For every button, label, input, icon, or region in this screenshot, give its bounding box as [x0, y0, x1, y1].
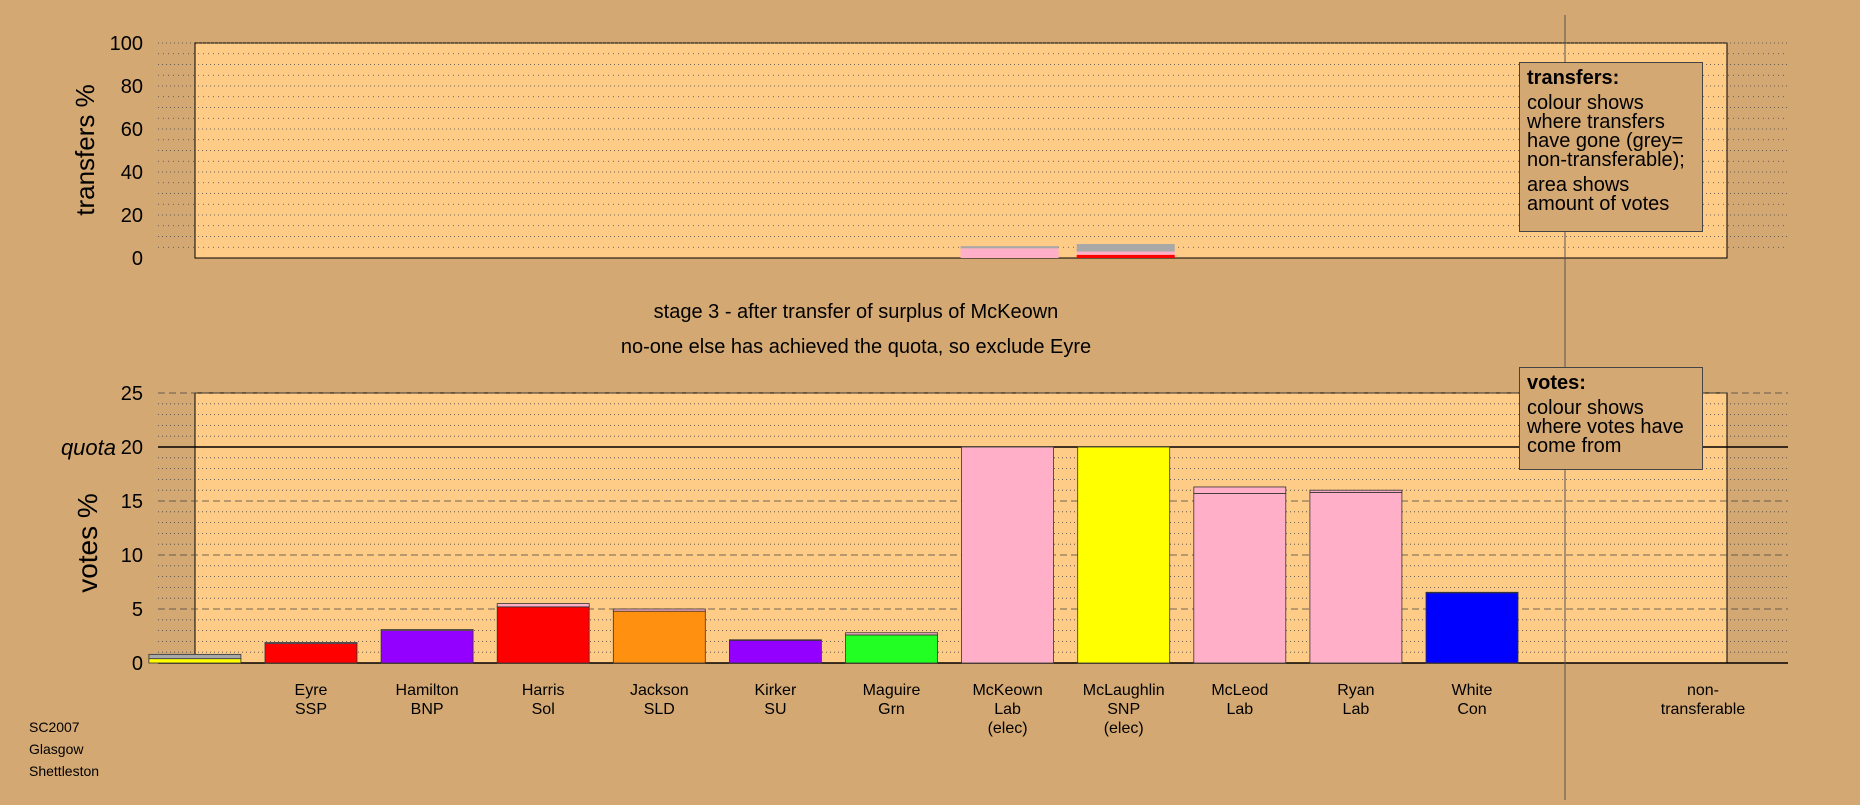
candidate-label-line: White [1452, 682, 1493, 699]
votes-y-tick-label: 15 [121, 491, 143, 513]
votes-y-tick-label: 0 [132, 653, 143, 675]
candidate-label-line: Con [1457, 701, 1486, 718]
vote-bar [380, 630, 474, 664]
transfers-plot-area [194, 42, 1728, 259]
vote-bar-transfer-segment [148, 653, 242, 660]
candidate-label-line: SLD [644, 701, 675, 718]
votes-y-tick-label: 10 [121, 545, 143, 567]
transfer-bar-segment [960, 246, 1059, 249]
caption-constituency: Shettleston [29, 763, 100, 779]
status-heading: no-one else has achieved the quota, so e… [621, 336, 1091, 358]
candidate-label-line: McKeown [972, 682, 1042, 699]
candidate-label-line: Maguire [863, 682, 921, 699]
vote-bar [148, 658, 242, 664]
transfer-bar-segment [1076, 254, 1175, 258]
candidate-label-line: Lab [994, 701, 1021, 718]
transfers-legend-line-2: area shows amount of votes [1527, 174, 1670, 215]
candidate-label-line: SNP [1107, 701, 1140, 718]
candidate-label-line: BNP [411, 701, 444, 718]
candidate-label-line: Ryan [1337, 682, 1374, 699]
transfers-legend-line-1: colour shows where transfers have gone (… [1527, 92, 1685, 171]
votes-y-tick-label: 20 [121, 437, 143, 459]
candidate-label-line: Eyre [295, 682, 328, 699]
vote-bar-transfer-segment [845, 632, 938, 636]
vote-bar [612, 610, 706, 664]
vote-bar-transfer-segment [1309, 489, 1403, 493]
transfer-bar-segment [960, 248, 1059, 258]
candidate-label-line: Hamilton [396, 682, 459, 699]
vote-bar [1425, 592, 1519, 664]
votes-y-tick-label: 25 [121, 383, 143, 405]
transfers-legend-title: transfers: [1527, 67, 1620, 89]
candidate-label-line: Lab [1226, 701, 1253, 718]
candidate-label-line: SSP [295, 701, 327, 718]
transfers-y-tick-label: 80 [121, 76, 143, 98]
transfers-y-tick-label: 0 [132, 248, 143, 270]
candidate-label-line: transferable [1661, 701, 1746, 718]
transfers-y-tick-label: 40 [121, 162, 143, 184]
transfers-y-tick-label: 60 [121, 119, 143, 141]
vote-bar [845, 634, 938, 664]
caption-election: SC2007 [29, 719, 80, 735]
vote-bar [1077, 446, 1171, 664]
vote-bar-transfer-segment [496, 603, 590, 608]
transfers-y-tick-label: 100 [110, 33, 143, 55]
candidate-label-line: (elec) [988, 720, 1028, 737]
stage-heading: stage 3 - after transfer of surplus of M… [654, 301, 1059, 323]
votes-legend-title: votes: [1527, 372, 1586, 394]
vote-bar [1193, 493, 1287, 664]
votes-legend-line-1: colour shows where votes have come from [1527, 397, 1684, 457]
caption-region: Glasgow [29, 741, 84, 757]
vote-bar-transfer-segment [729, 639, 822, 641]
transfers-y-axis-title: transfers % [70, 84, 100, 216]
vote-bar-transfer-segment [264, 642, 358, 644]
vote-bar [961, 446, 1054, 664]
vote-bar [496, 606, 590, 664]
transfers-y-tick-label: 20 [121, 205, 143, 227]
vote-bar-transfer-segment [1193, 486, 1287, 494]
candidate-label-line: Harris [522, 682, 565, 699]
vote-bar [1309, 491, 1403, 664]
transfers-legend-box: transfers: colour shows where transfers … [1519, 62, 1703, 232]
candidate-label-line: non- [1687, 682, 1719, 699]
transfer-bar-segment [1076, 251, 1175, 255]
votes-y-axis-title: votes % [72, 493, 103, 593]
votes-legend-box: votes: colour shows where votes have com… [1519, 367, 1703, 470]
candidate-label-line: McLaughlin [1083, 682, 1165, 699]
candidate-label-line: SU [764, 701, 786, 718]
transfer-bar-segment [1076, 244, 1175, 252]
vote-bar-transfer-segment [1425, 591, 1519, 594]
candidate-label-line: Kirker [755, 682, 797, 699]
candidate-label-line: McLeod [1211, 682, 1268, 699]
candidate-label-line: Grn [878, 701, 905, 718]
vote-bar-transfer-segment [380, 629, 474, 632]
candidate-label-line: Lab [1343, 701, 1370, 718]
candidate-label-line: (elec) [1104, 720, 1144, 737]
quota-label: quota [61, 435, 116, 460]
vote-bar [264, 643, 358, 664]
vote-bar [729, 639, 822, 664]
votes-y-tick-label: 5 [132, 599, 143, 621]
vote-bar-transfer-segment [612, 608, 706, 612]
candidate-label-line: Jackson [630, 682, 689, 699]
candidate-label-line: Sol [532, 701, 555, 718]
